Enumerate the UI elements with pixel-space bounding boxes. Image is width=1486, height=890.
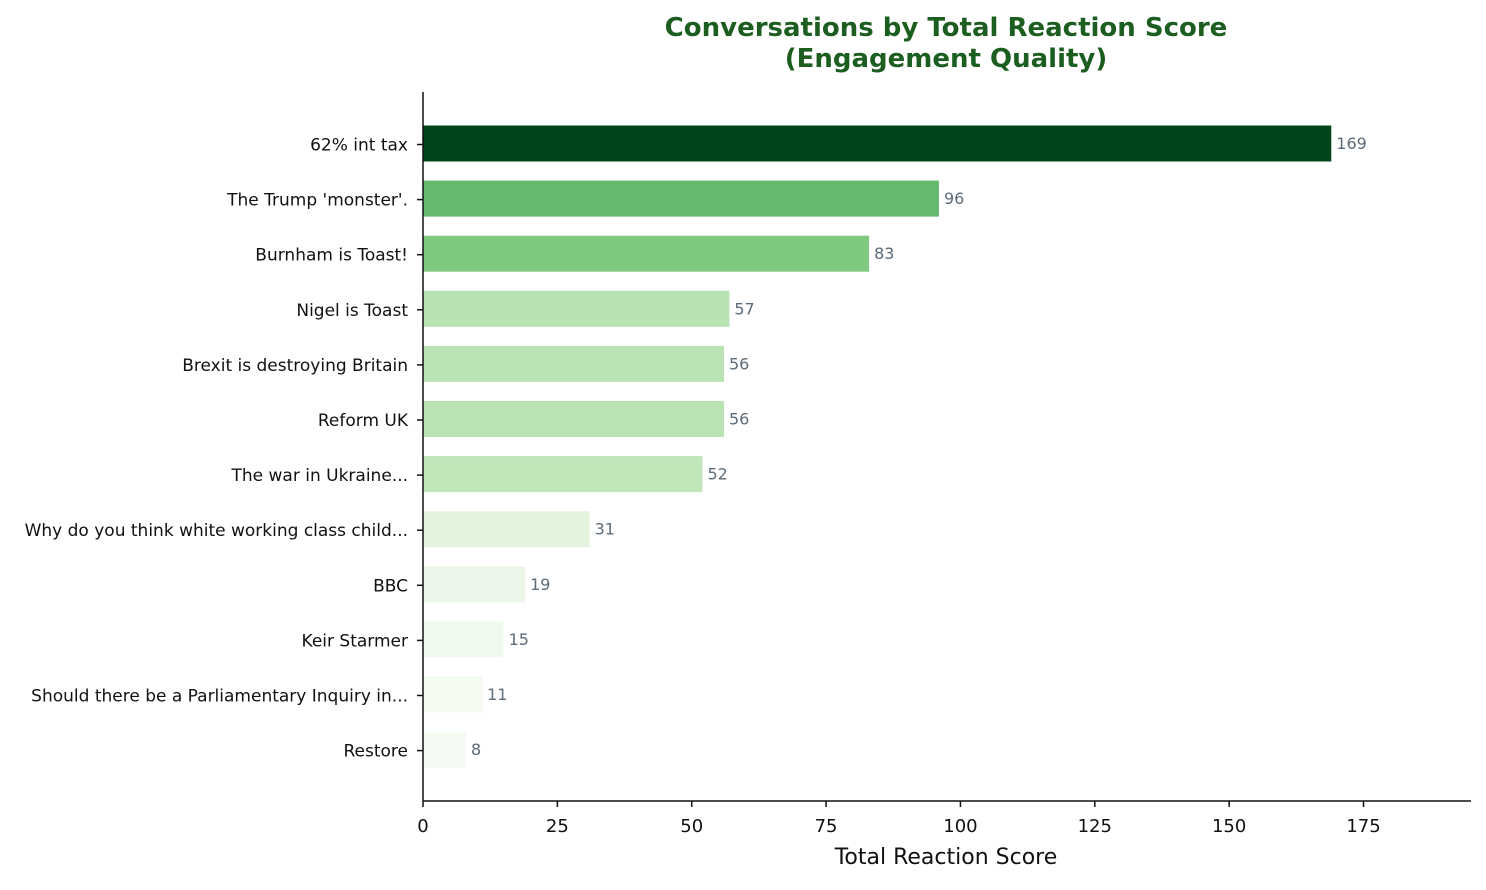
bar <box>423 511 590 548</box>
bar <box>423 731 466 768</box>
bar-value-label: 52 <box>707 465 727 484</box>
y-tick-label: Keir Starmer <box>302 631 408 651</box>
bar <box>423 180 939 217</box>
bar <box>423 290 730 327</box>
y-tick-label: Burnham is Toast! <box>255 246 408 266</box>
bar-value-label: 56 <box>729 410 749 429</box>
bar-value-label: 57 <box>734 299 754 318</box>
x-tick-label: 100 <box>943 816 977 837</box>
x-tick-label: 0 <box>417 816 428 837</box>
bar-value-label: 11 <box>487 685 507 704</box>
bar <box>423 621 504 658</box>
bar <box>423 676 483 713</box>
bar-value-label: 15 <box>509 630 529 649</box>
bars-layer: 169 96 83 57 56 56 52 31 19 15 11 8 <box>423 125 1367 768</box>
y-tick-label: Restore <box>343 742 408 762</box>
y-tick-label: Nigel is Toast <box>296 301 408 321</box>
x-axis-label: Total Reaction Score <box>834 845 1058 870</box>
axes-layer: 62% int tax The Trump 'monster'. Burnham i… <box>25 92 1471 837</box>
y-tick-label: Should there be a Parliamentary Inquiry … <box>31 687 408 707</box>
bar <box>423 401 724 437</box>
bar-value-label: 169 <box>1336 134 1367 153</box>
chart-title-line-2: (Engagement Quality) <box>785 44 1108 74</box>
bar <box>423 566 526 603</box>
x-tick-label: 175 <box>1346 816 1380 837</box>
x-tick-label: 75 <box>815 816 838 837</box>
x-tick-label: 150 <box>1212 816 1246 837</box>
bar <box>423 456 703 493</box>
bar <box>423 235 870 272</box>
bar <box>423 345 724 382</box>
x-tick-label: 125 <box>1078 816 1112 837</box>
y-tick-label: Brexit is destroying Britain <box>182 356 408 376</box>
y-tick-label: The war in Ukraine... <box>231 466 409 486</box>
bar-value-label: 31 <box>595 520 615 539</box>
bar-value-label: 19 <box>530 575 550 594</box>
y-tick-label: Reform UK <box>318 411 409 431</box>
bar-value-label: 56 <box>729 354 749 373</box>
y-tick-label: The Trump 'monster'. <box>226 191 408 211</box>
bar-value-label: 96 <box>944 189 964 208</box>
bar <box>423 125 1332 162</box>
bar-value-label: 83 <box>874 244 894 263</box>
chart-title-line-1: Conversations by Total Reaction Score <box>665 13 1228 43</box>
y-tick-label: Why do you think white working class chi… <box>25 521 408 541</box>
x-tick-label: 25 <box>546 816 569 837</box>
y-tick-label: BBC <box>373 576 408 596</box>
bar-value-label: 8 <box>471 740 481 759</box>
x-tick-label: 50 <box>680 816 703 837</box>
y-tick-label: 62% int tax <box>310 136 408 156</box>
